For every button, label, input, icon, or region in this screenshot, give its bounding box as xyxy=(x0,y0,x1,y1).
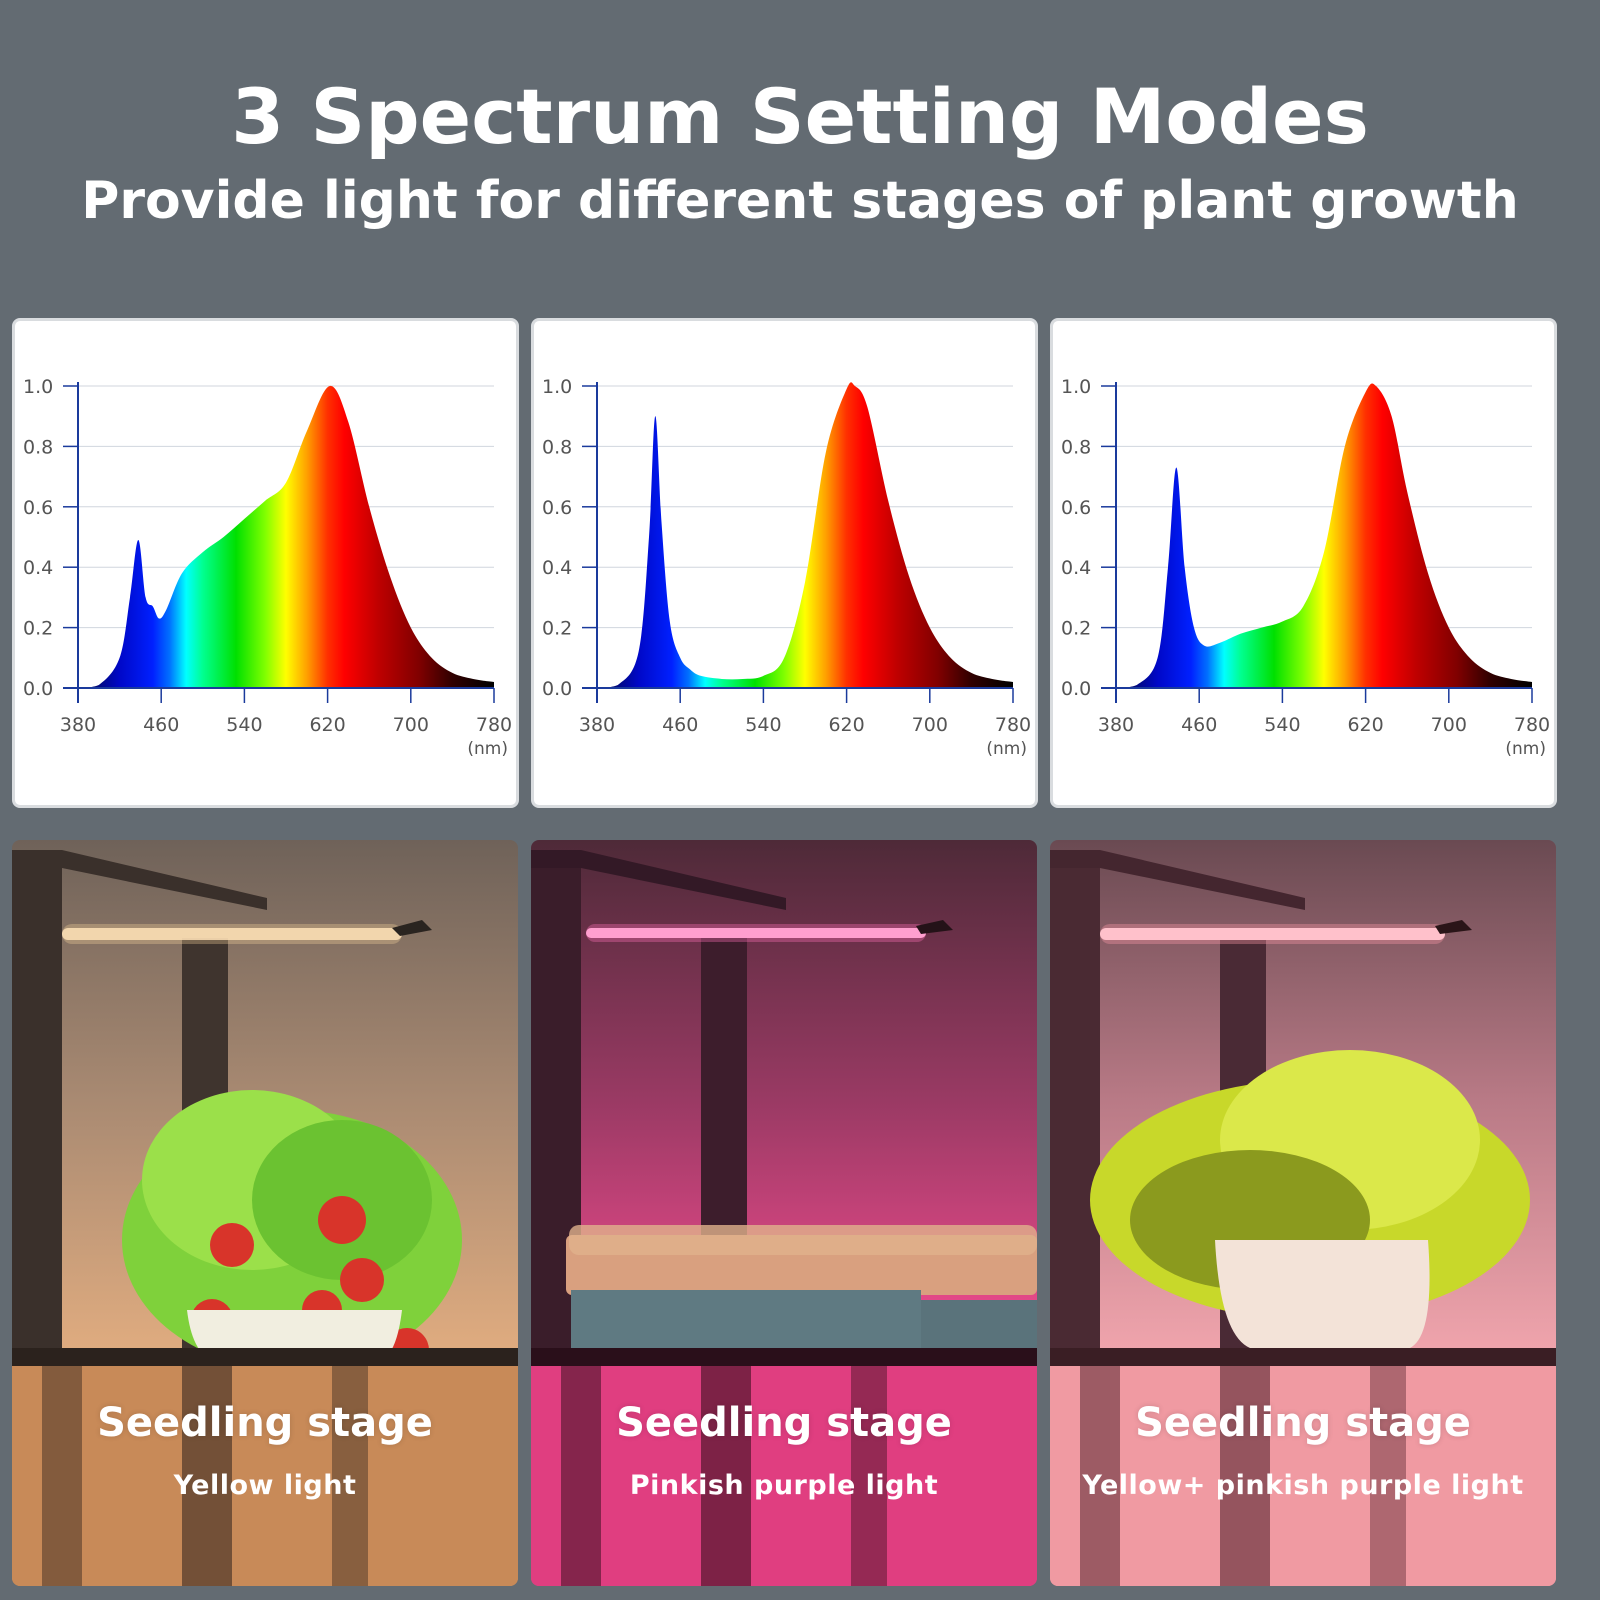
spectrum-chart-3: 0.0 0.2 0.4 0.6 0.8 1.0 380 460 540 620 700 780 (nm) xyxy=(1061,376,1550,759)
svg-text:380: 380 xyxy=(1098,714,1134,736)
svg-text:700: 700 xyxy=(1431,714,1467,736)
svg-text:(nm): (nm) xyxy=(467,739,508,759)
svg-text:0.0: 0.0 xyxy=(23,678,53,700)
svg-text:540: 540 xyxy=(226,714,262,736)
stage-label: Seedling stage xyxy=(97,1400,433,1446)
svg-text:1.0: 1.0 xyxy=(542,376,572,398)
svg-text:620: 620 xyxy=(1347,714,1383,736)
svg-text:0.2: 0.2 xyxy=(1061,618,1091,640)
svg-text:700: 700 xyxy=(393,714,429,736)
svg-text:460: 460 xyxy=(662,714,698,736)
svg-text:0.0: 0.0 xyxy=(1061,678,1091,700)
spectrum-chart-2: 0.0 0.2 0.4 0.6 0.8 1.0 380 460 540 620 700 780 (nm) xyxy=(542,376,1031,759)
page-subtitle: Provide light for different stages of pl… xyxy=(81,171,1519,231)
svg-text:0.4: 0.4 xyxy=(542,557,572,579)
svg-text:0.0: 0.0 xyxy=(542,678,572,700)
page-title: 3 Spectrum Setting Modes xyxy=(231,72,1369,161)
svg-text:1.0: 1.0 xyxy=(1061,376,1091,398)
grow-light-scene-yellow xyxy=(12,840,518,1586)
svg-text:0.2: 0.2 xyxy=(542,618,572,640)
svg-text:(nm): (nm) xyxy=(1505,739,1546,759)
spectrum-chart-card-3: 0.0 0.2 0.4 0.6 0.8 1.0 380 460 540 620 700 780 (nm) xyxy=(1050,318,1557,808)
svg-text:460: 460 xyxy=(143,714,179,736)
svg-text:0.8: 0.8 xyxy=(542,436,572,458)
photo-panel-pink: Seedling stage Pinkish purple light xyxy=(531,840,1037,1586)
light-mode-label: Yellow+ pinkish purple light xyxy=(1082,1470,1524,1501)
photo-panel-mixed: Seedling stage Yellow+ pinkish purple li… xyxy=(1050,840,1556,1586)
svg-text:0.6: 0.6 xyxy=(1061,497,1091,519)
svg-text:1.0: 1.0 xyxy=(23,376,53,398)
svg-text:0.4: 0.4 xyxy=(1061,557,1091,579)
grow-light-scene-pink xyxy=(531,840,1037,1586)
stage-label: Seedling stage xyxy=(616,1400,952,1446)
light-mode-label: Pinkish purple light xyxy=(629,1470,939,1501)
light-mode-label: Yellow light xyxy=(173,1470,357,1501)
svg-text:380: 380 xyxy=(60,714,96,736)
spectrum-chart-card-1: 0.0 0.2 0.4 0.6 0.8 1.0 380 460 540 620 700 780 (nm) xyxy=(12,318,519,808)
svg-text:0.8: 0.8 xyxy=(23,436,53,458)
svg-text:540: 540 xyxy=(1264,714,1300,736)
svg-text:460: 460 xyxy=(1181,714,1217,736)
svg-text:540: 540 xyxy=(745,714,781,736)
stage-label: Seedling stage xyxy=(1135,1400,1471,1446)
svg-text:(nm): (nm) xyxy=(986,739,1027,759)
svg-text:780: 780 xyxy=(476,714,512,736)
svg-text:0.6: 0.6 xyxy=(23,497,53,519)
svg-text:0.6: 0.6 xyxy=(542,497,572,519)
grow-light-scene-mixed xyxy=(1050,840,1556,1586)
svg-text:0.2: 0.2 xyxy=(23,618,53,640)
svg-text:380: 380 xyxy=(579,714,615,736)
spectrum-chart-card-2: 0.0 0.2 0.4 0.6 0.8 1.0 380 460 540 620 700 780 (nm) xyxy=(531,318,1038,808)
svg-text:700: 700 xyxy=(912,714,948,736)
svg-text:620: 620 xyxy=(309,714,345,736)
svg-text:0.4: 0.4 xyxy=(23,557,53,579)
photo-panel-yellow: Seedling stage Yellow light xyxy=(12,840,518,1586)
svg-text:780: 780 xyxy=(1514,714,1550,736)
svg-text:780: 780 xyxy=(995,714,1031,736)
svg-text:620: 620 xyxy=(828,714,864,736)
svg-text:0.8: 0.8 xyxy=(1061,436,1091,458)
spectrum-chart-1: 0.0 0.2 0.4 0.6 0.8 1.0 380 460 540 620 700 780 (nm) xyxy=(23,376,512,759)
